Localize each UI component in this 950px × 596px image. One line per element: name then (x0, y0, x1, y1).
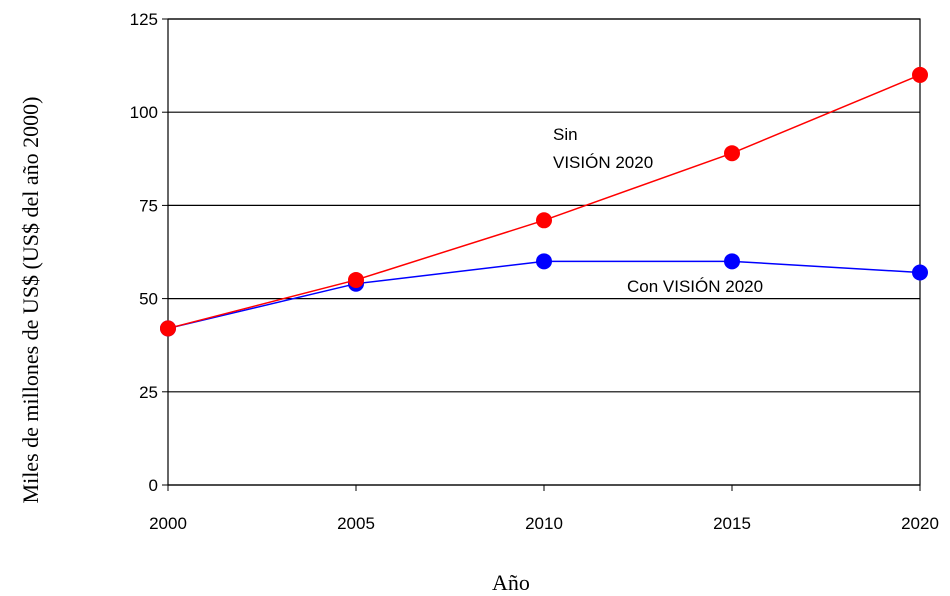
data-point (724, 145, 740, 162)
data-point (912, 66, 928, 83)
data-point (160, 320, 176, 337)
data-point (912, 264, 928, 281)
annotation: Con VISIÓN 2020 (627, 277, 763, 296)
plot-frame (167, 18, 921, 486)
y-tick-label: 75 (139, 196, 158, 215)
data-point (536, 253, 552, 270)
x-tick-label: 2020 (901, 514, 939, 533)
data-point (724, 253, 740, 270)
annotation: Sin (553, 125, 578, 144)
x-tick-label: 2005 (337, 514, 375, 533)
x-tick-label: 2015 (713, 514, 751, 533)
x-tick-label: 2000 (149, 514, 187, 533)
x-axis-label: Año (492, 570, 530, 595)
y-tick-label: 50 (139, 290, 158, 309)
data-point (536, 212, 552, 229)
x-tick-label: 2010 (525, 514, 563, 533)
series-line (167, 74, 921, 330)
y-axis-label: Miles de millones de US$ (US$ del año 20… (18, 97, 43, 504)
y-tick-label: 25 (139, 383, 158, 402)
y-tick-label: 125 (130, 10, 158, 29)
y-tick-label: 0 (149, 476, 158, 495)
series-line (167, 260, 921, 330)
annotation: VISIÓN 2020 (553, 153, 653, 172)
y-tick-label: 100 (130, 103, 158, 122)
data-point (348, 271, 364, 288)
